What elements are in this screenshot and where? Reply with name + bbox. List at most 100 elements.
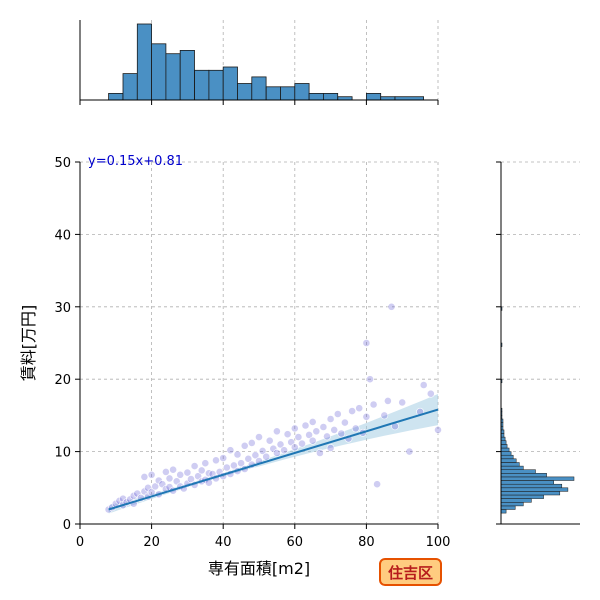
- scatter-point: [201, 459, 210, 468]
- y-tick-label: 30: [54, 301, 71, 316]
- scatter-point: [426, 389, 435, 398]
- y-axis-title: 賃料[万円]: [19, 305, 38, 382]
- scatter-point: [169, 465, 177, 474]
- scatter-point: [283, 430, 292, 439]
- scatter-point: [419, 381, 428, 389]
- x-tick-label: 80: [358, 535, 375, 550]
- ward-badge: 住吉区: [379, 558, 442, 586]
- scatter-point: [323, 432, 331, 441]
- right-histogram-bar: [500, 498, 532, 503]
- scatter-point: [333, 410, 342, 418]
- scatter-point: [262, 452, 271, 461]
- right-histogram-bar: [500, 462, 520, 467]
- x-tick-label: 40: [215, 535, 232, 550]
- top-histogram-bar: [280, 86, 296, 101]
- scatter-point: [219, 454, 228, 462]
- top-histogram-bar: [222, 66, 238, 101]
- scatter-point: [247, 438, 256, 447]
- right-histogram-bar: [500, 476, 575, 481]
- scatter-point: [244, 454, 253, 463]
- scatter-point: [380, 411, 389, 420]
- right-histogram-bar: [500, 491, 561, 496]
- right-histogram-bar: [500, 502, 524, 507]
- scatter-point: [326, 415, 335, 423]
- scatter-point: [290, 424, 299, 433]
- scatter-point: [337, 429, 346, 438]
- scatter-point: [362, 339, 371, 347]
- top-histogram-bar: [322, 93, 339, 101]
- scatter-point: [276, 440, 285, 449]
- right-histogram-bar: [500, 469, 536, 474]
- regression-line: [108, 408, 439, 511]
- top-histogram-bar: [251, 76, 267, 101]
- scatter-point: [280, 446, 288, 455]
- regression-equation: y=0.15x+0.81: [88, 154, 183, 169]
- x-tick-label: 0: [76, 535, 84, 550]
- top-histogram-bar: [237, 83, 253, 101]
- right-histogram-bar: [500, 509, 507, 514]
- scatter-point: [237, 459, 245, 468]
- top-histogram-bar: [265, 86, 281, 101]
- ward-badge-box: [379, 558, 442, 586]
- right-histogram-bar: [500, 494, 544, 499]
- scatter-point: [258, 446, 267, 455]
- scatter-point: [305, 430, 313, 439]
- y-tick-label: 20: [54, 373, 71, 388]
- right-histogram-bar: [500, 444, 508, 449]
- scatter-point: [362, 412, 371, 421]
- scatter-point: [405, 447, 414, 456]
- scatter-point: [387, 302, 396, 311]
- top-histogram-bar: [365, 93, 382, 101]
- scatter-point: [272, 427, 281, 436]
- top-histogram-bar: [151, 43, 167, 101]
- scatter-point: [151, 482, 160, 491]
- scatter-point: [373, 480, 381, 489]
- scatter-point: [197, 466, 206, 475]
- right-histogram-bar: [500, 480, 554, 485]
- scatter-point: [308, 436, 317, 445]
- scatter-point: [212, 456, 220, 465]
- scatter-point: [308, 417, 317, 426]
- right-histogram-bar: [500, 436, 506, 441]
- scatter-point: [351, 424, 360, 433]
- scatter-point: [301, 421, 310, 430]
- scatter-point: [140, 472, 149, 481]
- scatter-point: [340, 418, 349, 427]
- scatter-point: [330, 425, 339, 434]
- scatter-point: [265, 436, 274, 445]
- top-histogram: [79, 20, 439, 105]
- main-plot: 0 20 40 60 80 100 0 10 20 30 40 50: [54, 156, 450, 550]
- main-grid: [80, 161, 439, 524]
- right-histogram-bar: [500, 440, 507, 445]
- right-histogram-bar: [500, 454, 514, 460]
- right-histogram-bar: [500, 458, 517, 463]
- y-tick-label: 50: [54, 156, 71, 171]
- right-histogram-bar: [500, 487, 569, 492]
- x-tick-label: 100: [426, 535, 451, 550]
- scatter-point: [226, 446, 235, 455]
- right-histogram-bar: [500, 505, 516, 510]
- scatter-point: [187, 475, 195, 483]
- scatter-point: [319, 423, 328, 431]
- scatter-points: [104, 302, 442, 514]
- scatter-point: [176, 470, 185, 479]
- scatter-point: [398, 398, 407, 407]
- top-histogram-bar: [308, 93, 324, 101]
- top-histogram-bar: [165, 53, 181, 101]
- scatter-point: [434, 425, 442, 434]
- scatter-point: [294, 433, 303, 441]
- scatter-point: [366, 375, 374, 384]
- scatter-point: [383, 396, 392, 405]
- top-histogram-bar: [122, 73, 138, 101]
- right-histogram: [496, 161, 580, 525]
- x-axis-title: 専有面積[m2]: [208, 559, 310, 578]
- scatter-point: [251, 451, 260, 460]
- scatter-point: [183, 468, 192, 477]
- right-histogram-bar: [500, 465, 524, 470]
- top-histogram-bar: [208, 69, 224, 101]
- right-histogram-bar: [500, 483, 563, 489]
- scatter-point: [233, 450, 242, 459]
- scatter-point: [290, 443, 299, 452]
- scatter-point: [255, 433, 263, 441]
